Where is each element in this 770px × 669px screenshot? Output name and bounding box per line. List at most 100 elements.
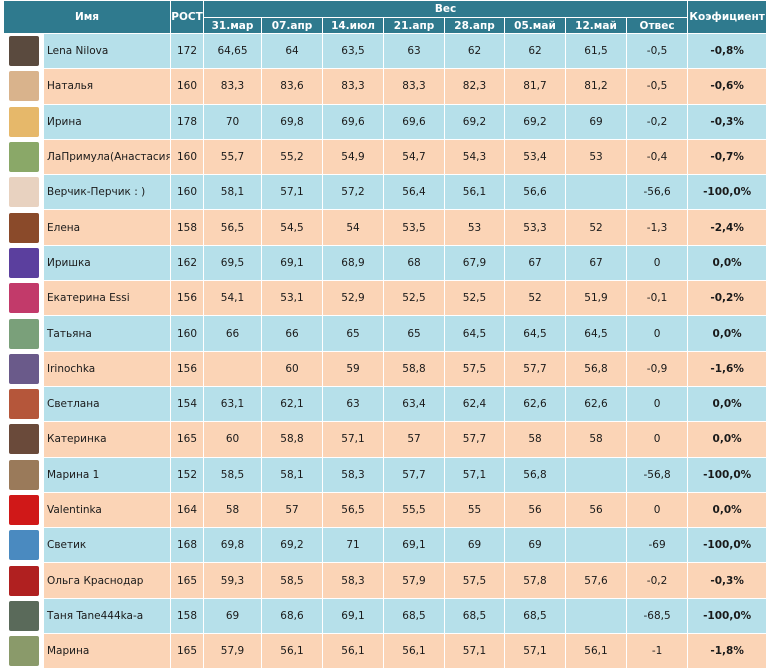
- avatar[interactable]: [8, 424, 39, 455]
- table-row: Valentinka 164 58 57 56,5 55,5 55 56 56 0 0,0%: [3, 491, 768, 529]
- weight-cell: 53,3: [504, 209, 566, 246]
- weight-cell: 52: [504, 280, 566, 317]
- user-name: Марина 1: [43, 456, 171, 493]
- weight-cell: 57,7: [444, 421, 505, 458]
- diff-cell: -68,5: [625, 597, 689, 635]
- coef-cell: -0,3%: [687, 103, 768, 140]
- weight-cell: 57,1: [444, 456, 505, 493]
- avatar[interactable]: [8, 389, 39, 420]
- avatar-cell: [3, 633, 44, 669]
- weight-cell: 56,8: [565, 350, 627, 387]
- weight-cell: 54,7: [383, 138, 445, 176]
- weight-cell: 83,3: [203, 68, 262, 105]
- weight-cell: 61,5: [565, 32, 627, 70]
- user-name: Татьяна: [43, 315, 171, 352]
- diff-cell: -56,8: [625, 456, 689, 493]
- avatar[interactable]: [8, 36, 39, 67]
- avatar[interactable]: [8, 212, 39, 243]
- avatar-cell: [3, 68, 44, 105]
- avatar[interactable]: [8, 636, 39, 667]
- weight-cell: [565, 456, 627, 493]
- header-date: 28.апр: [444, 17, 505, 34]
- height-cell: 165: [170, 633, 204, 669]
- avatar-cell: [3, 456, 44, 493]
- coef-cell: -100,0%: [687, 597, 768, 635]
- weight-cell: 58,1: [203, 174, 262, 211]
- weight-cell: 62: [504, 32, 566, 70]
- weight-cell: 62,4: [444, 385, 505, 423]
- avatar-cell: [3, 174, 44, 211]
- user-name: Марина: [43, 633, 171, 669]
- weight-cell: 56,1: [261, 633, 323, 669]
- weight-cell: [565, 174, 627, 211]
- header-date: 31.мар: [203, 17, 262, 34]
- user-name: Наталья: [43, 68, 171, 105]
- coef-cell: -0,6%: [687, 68, 768, 105]
- avatar[interactable]: [8, 283, 39, 314]
- diff-cell: 0: [625, 385, 689, 423]
- weight-cell: 52,5: [383, 280, 445, 317]
- weight-cell: 67: [504, 244, 566, 282]
- weight-cell: 69,2: [504, 103, 566, 140]
- weight-cell: 69: [444, 527, 505, 564]
- weight-table-container: Имя РОСТ Вес Коэфициент 31.мар 07.апр 14…: [3, 0, 768, 669]
- coef-cell: -0,8%: [687, 32, 768, 70]
- weight-cell: 63,5: [322, 32, 384, 70]
- user-name: ЛаПримула(Анастасия): [43, 138, 171, 176]
- weight-cell: 58: [203, 491, 262, 529]
- table-row: Ирина 178 70 69,8 69,6 69,6 69,2 69,2 69 -0,2 -0,3…: [3, 103, 768, 140]
- diff-cell: -56,6: [625, 174, 689, 211]
- avatar[interactable]: [8, 247, 39, 278]
- weight-cell: 57,5: [444, 350, 505, 387]
- weight-cell: 58,8: [261, 421, 323, 458]
- user-name: Светлана: [43, 385, 171, 423]
- table-row: Верчик-Перчик : ) 160 58,1 57,1 57,2 56,4 56,1…: [3, 174, 768, 211]
- weight-cell: 58,1: [261, 456, 323, 493]
- weight-cell: 52: [565, 209, 627, 246]
- weight-cell: 57,2: [322, 174, 384, 211]
- weight-cell: 62,1: [261, 385, 323, 423]
- avatar[interactable]: [8, 318, 39, 349]
- avatar[interactable]: [8, 495, 39, 525]
- weight-cell: 70: [203, 103, 262, 140]
- user-name: Елена: [43, 209, 171, 246]
- weight-cell: 67: [565, 244, 627, 282]
- diff-cell: -0,2: [625, 562, 689, 599]
- weight-cell: 66: [261, 315, 323, 352]
- diff-cell: -0,2: [625, 103, 689, 140]
- avatar[interactable]: [8, 565, 39, 596]
- avatar[interactable]: [8, 142, 39, 173]
- table-row: Марина 165 57,9 56,1 56,1 56,1 57,1 57,1 56,1 -1-…: [3, 633, 768, 669]
- user-name: Irinochka: [43, 350, 171, 387]
- weight-cell: 57,7: [504, 350, 566, 387]
- avatar[interactable]: [8, 71, 39, 102]
- weight-cell: 58,5: [261, 562, 323, 599]
- diff-cell: 0: [625, 244, 689, 282]
- weight-cell: 59: [322, 350, 384, 387]
- avatar-cell: [3, 597, 44, 635]
- table-row: Irinochka 156 60 59 58,8 57,5 57,7 56,8 -0,9 -1,6…: [3, 350, 768, 387]
- weight-cell: 68,9: [322, 244, 384, 282]
- avatar[interactable]: [8, 530, 39, 561]
- table-row: Таня Tane444ka-a 158 69 68,6 69,1 68,5 68,5 68,…: [3, 597, 768, 635]
- avatar[interactable]: [8, 106, 39, 137]
- weight-cell: 54,3: [444, 138, 505, 176]
- weight-cell: 69: [565, 103, 627, 140]
- avatar[interactable]: [8, 177, 39, 208]
- avatar[interactable]: [8, 353, 39, 384]
- avatar[interactable]: [8, 459, 39, 490]
- weight-cell: 56: [504, 491, 566, 529]
- height-cell: 158: [170, 597, 204, 635]
- weight-cell: 69: [203, 597, 262, 635]
- coef-cell: -2,4%: [687, 209, 768, 246]
- weight-cell: 66: [203, 315, 262, 352]
- weight-cell: 62,6: [565, 385, 627, 423]
- weight-cell: 52,9: [322, 280, 384, 317]
- weight-cell: 54,9: [322, 138, 384, 176]
- weight-cell: 68,5: [444, 597, 505, 635]
- avatar-cell: [3, 244, 44, 282]
- avatar[interactable]: [8, 600, 39, 631]
- weight-cell: 69,8: [261, 103, 323, 140]
- weight-cell: 69,1: [261, 244, 323, 282]
- avatar-cell: [3, 209, 44, 246]
